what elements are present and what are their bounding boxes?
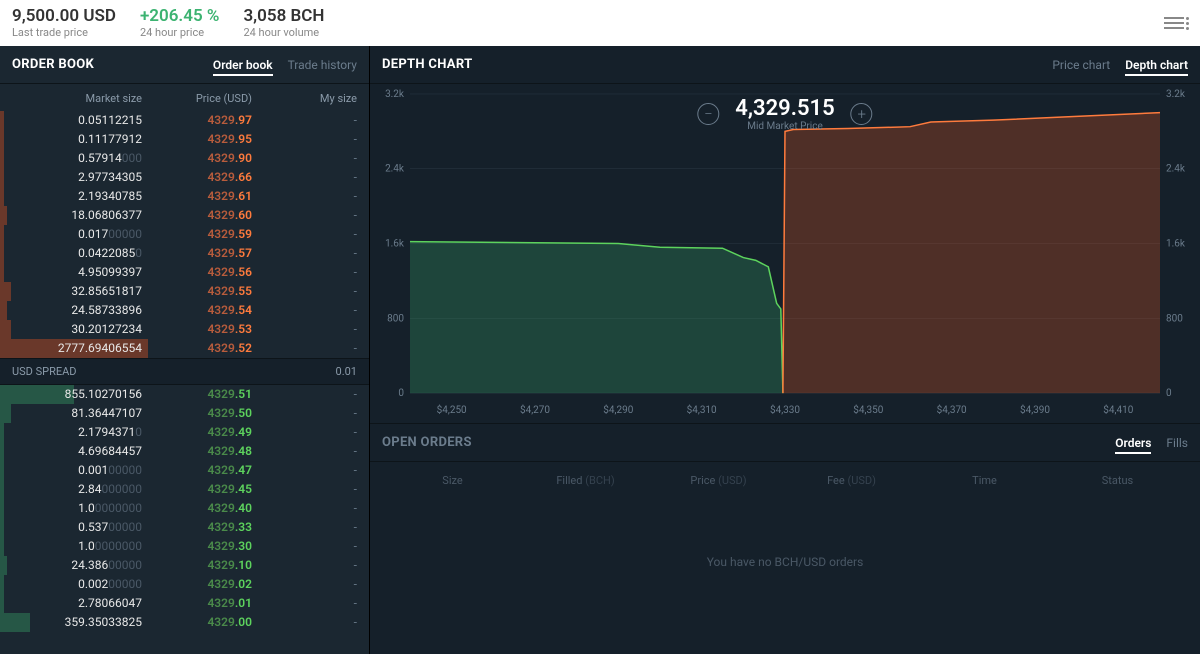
orders-columns: SizeFilled (BCH)Price (USD)Fee (USD)Time… (370, 462, 1200, 495)
orderbook-row[interactable]: 0.051122154329.97- (0, 111, 369, 130)
tab-price-chart[interactable]: Price chart (1052, 58, 1110, 72)
svg-text:$4,270: $4,270 (520, 405, 550, 416)
tab-order-book[interactable]: Order book (213, 58, 273, 76)
right-panel: DEPTH CHART Price chart Depth chart 0 0 80… (370, 46, 1200, 654)
orders-col: Status (1051, 474, 1184, 487)
col-price: Price (USD) (142, 92, 252, 105)
orderbook-row[interactable]: 2.179437104329.49- (0, 423, 369, 442)
orderbook-row[interactable]: 2.780660474329.01- (0, 594, 369, 613)
zoom-in-button[interactable]: + (851, 103, 873, 125)
top-header: 9,500.00 USD Last trade price +206.45 % … (0, 0, 1200, 46)
menu-icon[interactable] (1164, 14, 1184, 32)
orderbook-row[interactable]: 1.000000004329.30- (0, 537, 369, 556)
tab-depth-chart[interactable]: Depth chart (1125, 58, 1188, 76)
orderbook-row[interactable]: 0.001000004329.47- (0, 461, 369, 480)
orderbook-row[interactable]: 24.386000004329.10- (0, 556, 369, 575)
col-my-size: My size (252, 92, 357, 105)
orders-empty-text: You have no BCH/USD orders (370, 495, 1200, 629)
svg-text:$4,330: $4,330 (770, 405, 800, 416)
depth-chart-area: 0 0 800 800 1.6k 1.6k 2.4k 2.4k 3.2k 3.2k $4,250 $4… (370, 84, 1200, 424)
svg-text:$4,370: $4,370 (937, 405, 967, 416)
last-price-value: 9,500.00 USD (12, 7, 116, 26)
orderbook-row[interactable]: 359.350338254329.00- (0, 613, 369, 632)
order-book-header: ORDER BOOK Order book Trade history (0, 46, 369, 84)
volume-value: 3,058 BCH (243, 7, 324, 26)
bids-list: 855.102701564329.51-81.364471074329.50-2… (0, 385, 369, 632)
change-value: +206.45 % (140, 7, 220, 26)
svg-text:1.6k: 1.6k (385, 239, 405, 250)
orderbook-row[interactable]: 0.537000004329.33- (0, 518, 369, 537)
volume-label: 24 hour volume (243, 26, 324, 39)
order-book-title: ORDER BOOK (12, 57, 94, 72)
svg-text:0: 0 (398, 388, 404, 399)
svg-text:0: 0 (1166, 388, 1172, 399)
svg-text:$4,310: $4,310 (687, 405, 717, 416)
orderbook-row[interactable]: 4.950993974329.56- (0, 263, 369, 282)
orderbook-row[interactable]: 2.977343054329.66- (0, 168, 369, 187)
last-price-stat: 9,500.00 USD Last trade price (12, 7, 116, 39)
orders-col: Price (USD) (652, 474, 785, 487)
depth-chart-svg: 0 0 800 800 1.6k 1.6k 2.4k 2.4k 3.2k 3.2k $4,250 $4… (370, 84, 1200, 423)
mid-price-display: − 4,329.515 Mid Market Price + (697, 96, 872, 132)
orders-col: Size (386, 474, 519, 487)
depth-chart-header: DEPTH CHART Price chart Depth chart (370, 46, 1200, 84)
orderbook-row[interactable]: 0.579140004329.90- (0, 149, 369, 168)
orderbook-row[interactable]: 32.856518174329.55- (0, 282, 369, 301)
asks-list: 0.051122154329.97-0.111779124329.95-0.57… (0, 111, 369, 358)
svg-text:$4,250: $4,250 (437, 405, 467, 416)
open-orders-panel: OPEN ORDERS Orders Fills SizeFilled (BCH… (370, 424, 1200, 629)
svg-text:3.2k: 3.2k (1166, 89, 1186, 100)
tab-trade-history[interactable]: Trade history (288, 58, 357, 72)
open-orders-header: OPEN ORDERS Orders Fills (370, 424, 1200, 462)
order-book-panel: ORDER BOOK Order book Trade history Mark… (0, 46, 370, 654)
depth-chart-title: DEPTH CHART (382, 57, 472, 72)
change-label: 24 hour price (140, 26, 220, 39)
orderbook-row[interactable]: 18.068063774329.60- (0, 206, 369, 225)
zoom-out-button[interactable]: − (697, 103, 719, 125)
orderbook-row[interactable]: 0.042208504329.57- (0, 244, 369, 263)
volume-stat: 3,058 BCH 24 hour volume (243, 7, 324, 39)
svg-text:$4,410: $4,410 (1103, 405, 1133, 416)
svg-text:$4,290: $4,290 (603, 405, 633, 416)
svg-text:2.4k: 2.4k (1166, 164, 1186, 175)
mid-price-label: Mid Market Price (735, 121, 834, 132)
svg-text:3.2k: 3.2k (385, 89, 405, 100)
change-stat: +206.45 % 24 hour price (140, 7, 220, 39)
last-price-label: Last trade price (12, 26, 116, 39)
orderbook-row[interactable]: 855.102701564329.51- (0, 385, 369, 404)
orderbook-row[interactable]: 0.017000004329.59- (0, 225, 369, 244)
orders-col: Time (918, 474, 1051, 487)
svg-text:2.4k: 2.4k (385, 164, 405, 175)
orders-col: Filled (BCH) (519, 474, 652, 487)
col-market-size: Market size (12, 92, 142, 105)
mid-price-value: 4,329.515 (735, 96, 834, 121)
orderbook-row[interactable]: 2.840000004329.45- (0, 480, 369, 499)
orderbook-row[interactable]: 81.364471074329.50- (0, 404, 369, 423)
orderbook-row[interactable]: 24.587338964329.54- (0, 301, 369, 320)
orderbook-row[interactable]: 0.111779124329.95- (0, 130, 369, 149)
orderbook-row[interactable]: 30.201272344329.53- (0, 320, 369, 339)
orderbook-row[interactable]: 2777.694065544329.52- (0, 339, 369, 358)
svg-text:800: 800 (1166, 313, 1183, 324)
tab-orders[interactable]: Orders (1115, 436, 1151, 454)
spread-value: 0.01 (336, 365, 357, 378)
svg-text:800: 800 (387, 313, 404, 324)
orderbook-row[interactable]: 1.000000004329.40- (0, 499, 369, 518)
tab-fills[interactable]: Fills (1166, 436, 1188, 450)
orderbook-row[interactable]: 2.193407854329.61- (0, 187, 369, 206)
orderbook-row[interactable]: 0.002000004329.02- (0, 575, 369, 594)
svg-text:$4,390: $4,390 (1020, 405, 1050, 416)
orderbook-row[interactable]: 4.696844574329.48- (0, 442, 369, 461)
svg-text:1.6k: 1.6k (1166, 239, 1186, 250)
svg-text:$4,350: $4,350 (853, 405, 883, 416)
spread-label: USD SPREAD (12, 365, 77, 378)
order-book-columns: Market size Price (USD) My size (0, 84, 369, 111)
open-orders-title: OPEN ORDERS (382, 435, 472, 450)
spread-row: USD SPREAD 0.01 (0, 358, 369, 385)
orders-col: Fee (USD) (785, 474, 918, 487)
